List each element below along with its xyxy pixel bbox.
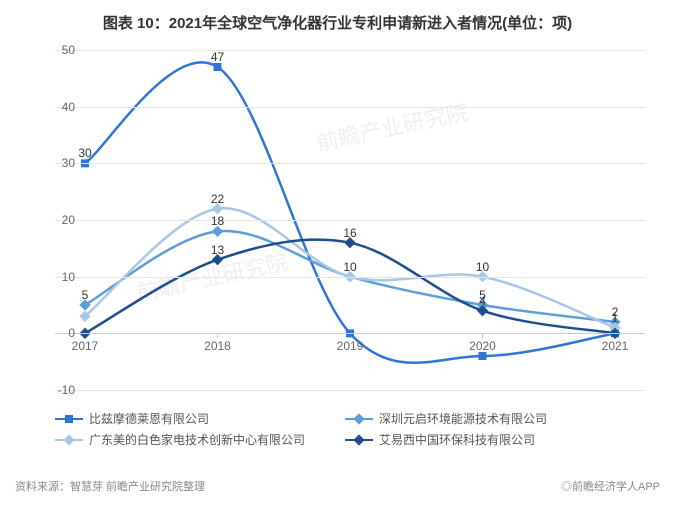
data-label: 10 [343,260,356,274]
data-label: 30 [78,147,91,161]
data-label: 10 [476,260,489,274]
x-tick-label: 2019 [337,339,364,353]
legend-label: 艾易西中国环保科技有限公司 [379,431,535,448]
x-tick-label: 2021 [602,339,629,353]
chart-title: 图表 10：2021年全球空气净化器行业专利申请新进入者情况(单位：项) [0,0,675,33]
y-tick-label: -10 [45,383,75,397]
legend-item-1: 深圳元启环境能源技术有限公司 [345,410,635,427]
app-credit: ◎前瞻经济学人APP [561,478,660,494]
data-label: 4 [479,294,486,308]
gridline [55,50,645,51]
data-label: 5 [82,288,89,302]
y-tick-label: 20 [45,213,75,227]
source-text: 资料来源：智慧芽 前瞻产业研究院整理 [15,478,205,494]
x-tick-label: 2018 [204,339,231,353]
legend-label: 深圳元启环境能源技术有限公司 [379,410,547,427]
data-label: 18 [211,215,224,229]
chart-legend: 比兹摩德莱恩有限公司 深圳元启环境能源技术有限公司广东美的白色家电技术创新中心有限… [55,410,645,452]
legend-label: 比兹摩德莱恩有限公司 [89,410,209,427]
gridline [55,333,645,334]
gridline [55,163,645,164]
series-line-3 [85,240,615,334]
data-label: 1 [612,311,619,325]
gridline [55,277,645,278]
data-label: 22 [211,192,224,206]
legend-label: 广东美的白色家电技术创新中心有限公司 [89,431,305,448]
legend-item-2: 广东美的白色家电技术创新中心有限公司 [55,431,345,448]
gridline [55,220,645,221]
y-tick-label: 30 [45,156,75,170]
data-label: 47 [211,50,224,64]
x-tick-label: 2020 [469,339,496,353]
gridline [55,390,645,391]
gridline [55,107,645,108]
y-tick-label: 10 [45,270,75,284]
legend-item-3: 艾易西中国环保科技有限公司 [345,431,635,448]
y-tick-label: 50 [45,43,75,57]
x-tick-label: 2017 [72,339,99,353]
y-tick-label: 0 [45,326,75,340]
data-label: 13 [211,243,224,257]
data-label: 16 [343,226,356,240]
legend-item-0: 比兹摩德莱恩有限公司 [55,410,345,427]
y-tick-label: 40 [45,100,75,114]
